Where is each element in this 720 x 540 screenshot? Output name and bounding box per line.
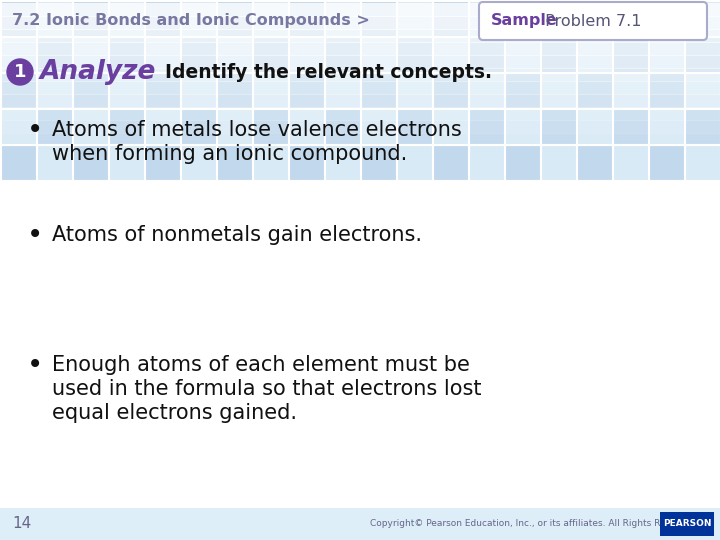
FancyBboxPatch shape bbox=[325, 145, 359, 179]
FancyBboxPatch shape bbox=[361, 37, 395, 71]
FancyBboxPatch shape bbox=[577, 145, 611, 179]
FancyBboxPatch shape bbox=[37, 37, 71, 71]
FancyBboxPatch shape bbox=[289, 1, 323, 36]
Text: Enough atoms of each element must be: Enough atoms of each element must be bbox=[52, 355, 470, 375]
FancyBboxPatch shape bbox=[325, 109, 359, 144]
FancyBboxPatch shape bbox=[0, 16, 720, 30]
FancyBboxPatch shape bbox=[613, 145, 647, 179]
FancyBboxPatch shape bbox=[217, 37, 251, 71]
FancyBboxPatch shape bbox=[217, 109, 251, 144]
FancyBboxPatch shape bbox=[433, 145, 467, 179]
FancyBboxPatch shape bbox=[361, 109, 395, 144]
FancyBboxPatch shape bbox=[397, 145, 431, 179]
FancyBboxPatch shape bbox=[37, 109, 71, 144]
FancyBboxPatch shape bbox=[1, 109, 35, 144]
FancyBboxPatch shape bbox=[0, 55, 720, 69]
FancyBboxPatch shape bbox=[541, 1, 575, 36]
FancyBboxPatch shape bbox=[73, 1, 107, 36]
FancyBboxPatch shape bbox=[1, 145, 35, 179]
FancyBboxPatch shape bbox=[0, 29, 720, 43]
Text: •: • bbox=[27, 351, 43, 379]
FancyBboxPatch shape bbox=[469, 72, 503, 107]
FancyBboxPatch shape bbox=[181, 37, 215, 71]
FancyBboxPatch shape bbox=[109, 37, 143, 71]
Circle shape bbox=[7, 59, 33, 85]
Text: PEARSON: PEARSON bbox=[662, 519, 711, 529]
FancyBboxPatch shape bbox=[469, 37, 503, 71]
FancyBboxPatch shape bbox=[0, 94, 720, 108]
FancyBboxPatch shape bbox=[397, 1, 431, 36]
FancyBboxPatch shape bbox=[613, 1, 647, 36]
FancyBboxPatch shape bbox=[0, 107, 720, 121]
FancyBboxPatch shape bbox=[253, 1, 287, 36]
FancyBboxPatch shape bbox=[649, 145, 683, 179]
FancyBboxPatch shape bbox=[613, 72, 647, 107]
Text: Analyze: Analyze bbox=[40, 59, 156, 85]
FancyBboxPatch shape bbox=[685, 37, 719, 71]
Text: equal electrons gained.: equal electrons gained. bbox=[52, 403, 297, 423]
FancyBboxPatch shape bbox=[253, 72, 287, 107]
FancyBboxPatch shape bbox=[685, 72, 719, 107]
Text: Atoms of metals lose valence electrons: Atoms of metals lose valence electrons bbox=[52, 120, 462, 140]
FancyBboxPatch shape bbox=[325, 72, 359, 107]
FancyBboxPatch shape bbox=[73, 37, 107, 71]
FancyBboxPatch shape bbox=[289, 109, 323, 144]
FancyBboxPatch shape bbox=[397, 37, 431, 71]
FancyBboxPatch shape bbox=[433, 109, 467, 144]
FancyBboxPatch shape bbox=[433, 1, 467, 36]
FancyBboxPatch shape bbox=[325, 37, 359, 71]
FancyBboxPatch shape bbox=[0, 3, 720, 17]
FancyBboxPatch shape bbox=[541, 72, 575, 107]
FancyBboxPatch shape bbox=[505, 109, 539, 144]
FancyBboxPatch shape bbox=[469, 109, 503, 144]
Text: •: • bbox=[27, 221, 43, 249]
Text: Problem 7.1: Problem 7.1 bbox=[540, 14, 642, 29]
Text: Atoms of nonmetals gain electrons.: Atoms of nonmetals gain electrons. bbox=[52, 225, 422, 245]
FancyBboxPatch shape bbox=[685, 145, 719, 179]
FancyBboxPatch shape bbox=[289, 145, 323, 179]
FancyBboxPatch shape bbox=[0, 68, 720, 82]
FancyBboxPatch shape bbox=[361, 145, 395, 179]
FancyBboxPatch shape bbox=[469, 1, 503, 36]
FancyBboxPatch shape bbox=[541, 145, 575, 179]
Text: Identify the relevant concepts.: Identify the relevant concepts. bbox=[165, 63, 492, 82]
FancyBboxPatch shape bbox=[613, 109, 647, 144]
FancyBboxPatch shape bbox=[613, 37, 647, 71]
FancyBboxPatch shape bbox=[505, 1, 539, 36]
FancyBboxPatch shape bbox=[217, 72, 251, 107]
FancyBboxPatch shape bbox=[660, 512, 714, 536]
Text: Sample: Sample bbox=[491, 14, 558, 29]
FancyBboxPatch shape bbox=[253, 145, 287, 179]
Text: Copyright© Pearson Education, Inc., or its affiliates. All Rights Reserved.: Copyright© Pearson Education, Inc., or i… bbox=[370, 519, 699, 529]
FancyBboxPatch shape bbox=[479, 2, 707, 40]
FancyBboxPatch shape bbox=[73, 145, 107, 179]
Text: 7.2 Ionic Bonds and Ionic Compounds >: 7.2 Ionic Bonds and Ionic Compounds > bbox=[12, 14, 370, 29]
FancyBboxPatch shape bbox=[469, 145, 503, 179]
FancyBboxPatch shape bbox=[685, 1, 719, 36]
FancyBboxPatch shape bbox=[217, 1, 251, 36]
FancyBboxPatch shape bbox=[37, 1, 71, 36]
FancyBboxPatch shape bbox=[433, 72, 467, 107]
FancyBboxPatch shape bbox=[181, 109, 215, 144]
FancyBboxPatch shape bbox=[433, 37, 467, 71]
FancyBboxPatch shape bbox=[577, 109, 611, 144]
Text: 1: 1 bbox=[14, 63, 26, 81]
FancyBboxPatch shape bbox=[289, 72, 323, 107]
FancyBboxPatch shape bbox=[505, 37, 539, 71]
FancyBboxPatch shape bbox=[181, 72, 215, 107]
FancyBboxPatch shape bbox=[397, 72, 431, 107]
FancyBboxPatch shape bbox=[145, 109, 179, 144]
FancyBboxPatch shape bbox=[109, 145, 143, 179]
FancyBboxPatch shape bbox=[253, 109, 287, 144]
FancyBboxPatch shape bbox=[577, 37, 611, 71]
FancyBboxPatch shape bbox=[0, 120, 720, 134]
FancyBboxPatch shape bbox=[541, 37, 575, 71]
FancyBboxPatch shape bbox=[361, 1, 395, 36]
FancyBboxPatch shape bbox=[541, 109, 575, 144]
FancyBboxPatch shape bbox=[577, 1, 611, 36]
Text: •: • bbox=[27, 116, 43, 144]
FancyBboxPatch shape bbox=[109, 1, 143, 36]
FancyBboxPatch shape bbox=[73, 109, 107, 144]
FancyBboxPatch shape bbox=[253, 37, 287, 71]
